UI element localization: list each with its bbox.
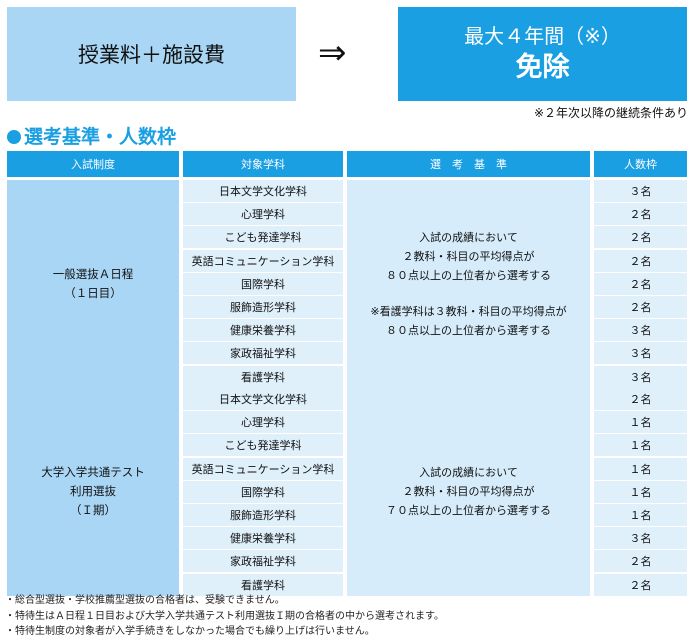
quota-cell: ２名: [594, 388, 687, 410]
department-cell: 看護学科: [183, 365, 343, 388]
exam-type-label: 一般選抜Ａ日程: [52, 266, 134, 281]
quota-cell: ２名: [594, 203, 687, 226]
department-cell: 健康栄養学科: [183, 319, 343, 342]
department-cell: 心理学科: [183, 411, 343, 434]
criteria-line: ※看護学科は３教科・科目の平均得点が: [370, 304, 567, 318]
criteria-line: ２教科・科目の平均得点が: [402, 249, 535, 263]
footnote: ・総合型選抜・学校推薦型選抜の合格者は、受験できません。: [5, 595, 285, 606]
department-cell: 看護学科: [183, 573, 343, 596]
footnote: ・特待生はＡ日程１日目および大学入学共通テスト利用選抜Ｉ期の合格者の中から選考さ…: [5, 610, 444, 622]
section-title: 選考基準・人数枠: [7, 122, 176, 149]
header-criteria: 選 考 基 準: [347, 151, 590, 177]
criteria-line: 入試の成績において: [419, 466, 518, 480]
header-exam-type: 入試制度: [7, 151, 179, 177]
department-cell: 国際学科: [183, 272, 343, 295]
arrow-icon: ⇒: [318, 33, 347, 73]
quota-cell: １名: [594, 504, 687, 526]
criteria-cell: 入試の成績において ２教科・科目の平均得点が ７０点以上の上位者から選考する: [347, 388, 590, 596]
footnote: ・特待生制度の対象者が入学手続きをしなかった場合でも繰り上げは行いません。: [5, 626, 375, 637]
quota-cell: ２名: [594, 550, 687, 573]
header-quota: 人数枠: [594, 151, 687, 177]
department-cell: 服飾造形学科: [183, 296, 343, 318]
exemption-duration: 最大４年間（※）: [464, 24, 621, 48]
exam-type-cell: 一般選抜Ａ日程 （１日目）: [7, 180, 179, 388]
criteria-line: ７０点以上の上位者から選考する: [386, 504, 551, 518]
quota-cell: １名: [594, 480, 687, 503]
department-cell: 英語コミュニケーション学科: [183, 457, 343, 480]
quota-cell: ３名: [594, 319, 687, 342]
criteria-line: 入試の成績において: [419, 230, 518, 244]
exam-type-label: 大学入学共通テスト: [41, 465, 145, 480]
exam-type-cell: 大学入学共通テスト 利用選抜 （Ｉ期）: [7, 388, 179, 596]
criteria-line: ２教科・科目の平均得点が: [402, 485, 535, 499]
quota-cell: ２名: [594, 249, 687, 272]
header-department: 対象学科: [183, 151, 343, 177]
department-cell: 服飾造形学科: [183, 504, 343, 526]
exam-type-label: 利用選抜: [70, 484, 116, 499]
exemption-label: 免除: [515, 52, 570, 83]
exam-type-label: （１日目）: [64, 285, 122, 300]
criteria-line: ８０点以上の上位者から選考する: [386, 268, 551, 282]
quota-cell: ３名: [594, 180, 687, 202]
department-cell: 健康栄養学科: [183, 527, 343, 550]
tuition-facility-fee-box: 授業料＋施設費: [7, 7, 296, 101]
quota-cell: ３名: [594, 527, 687, 550]
criteria-line: ８０点以上の上位者から選考する: [386, 323, 551, 337]
quota-cell: ３名: [594, 342, 687, 365]
continuation-note: ※２年次以降の継続条件あり: [533, 106, 688, 120]
department-cell: 日本文学文化学科: [183, 388, 343, 410]
quota-cell: ２名: [594, 296, 687, 318]
quota-cell: １名: [594, 457, 687, 480]
quota-cell: １名: [594, 411, 687, 434]
section-title-text: 選考基準・人数枠: [24, 126, 177, 148]
bullet-dot-icon: [7, 130, 21, 144]
exam-type-label: （Ｉ期）: [70, 503, 116, 518]
department-cell: 英語コミュニケーション学科: [183, 249, 343, 272]
quota-cell: １名: [594, 434, 687, 457]
quota-cell: ２名: [594, 272, 687, 295]
criteria-cell: 入試の成績において ２教科・科目の平均得点が ８０点以上の上位者から選考する ※看護学…: [347, 180, 590, 388]
quota-cell: ２名: [594, 226, 687, 249]
exemption-box: 最大４年間（※） 免除: [398, 7, 687, 101]
department-cell: 国際学科: [183, 480, 343, 503]
footnotes: ・総合型選抜・学校推薦型選抜の合格者は、受験できません。 ・特待生はＡ日程１日目…: [5, 593, 444, 640]
quota-cell: ２名: [594, 573, 687, 596]
department-cell: 心理学科: [183, 203, 343, 226]
tuition-label: 授業料＋施設費: [78, 43, 225, 67]
quota-cell: ３名: [594, 365, 687, 388]
department-cell: 家政福祉学科: [183, 550, 343, 573]
department-cell: こども発達学科: [183, 434, 343, 457]
department-cell: こども発達学科: [183, 226, 343, 249]
department-cell: 家政福祉学科: [183, 342, 343, 365]
department-cell: 日本文学文化学科: [183, 180, 343, 202]
